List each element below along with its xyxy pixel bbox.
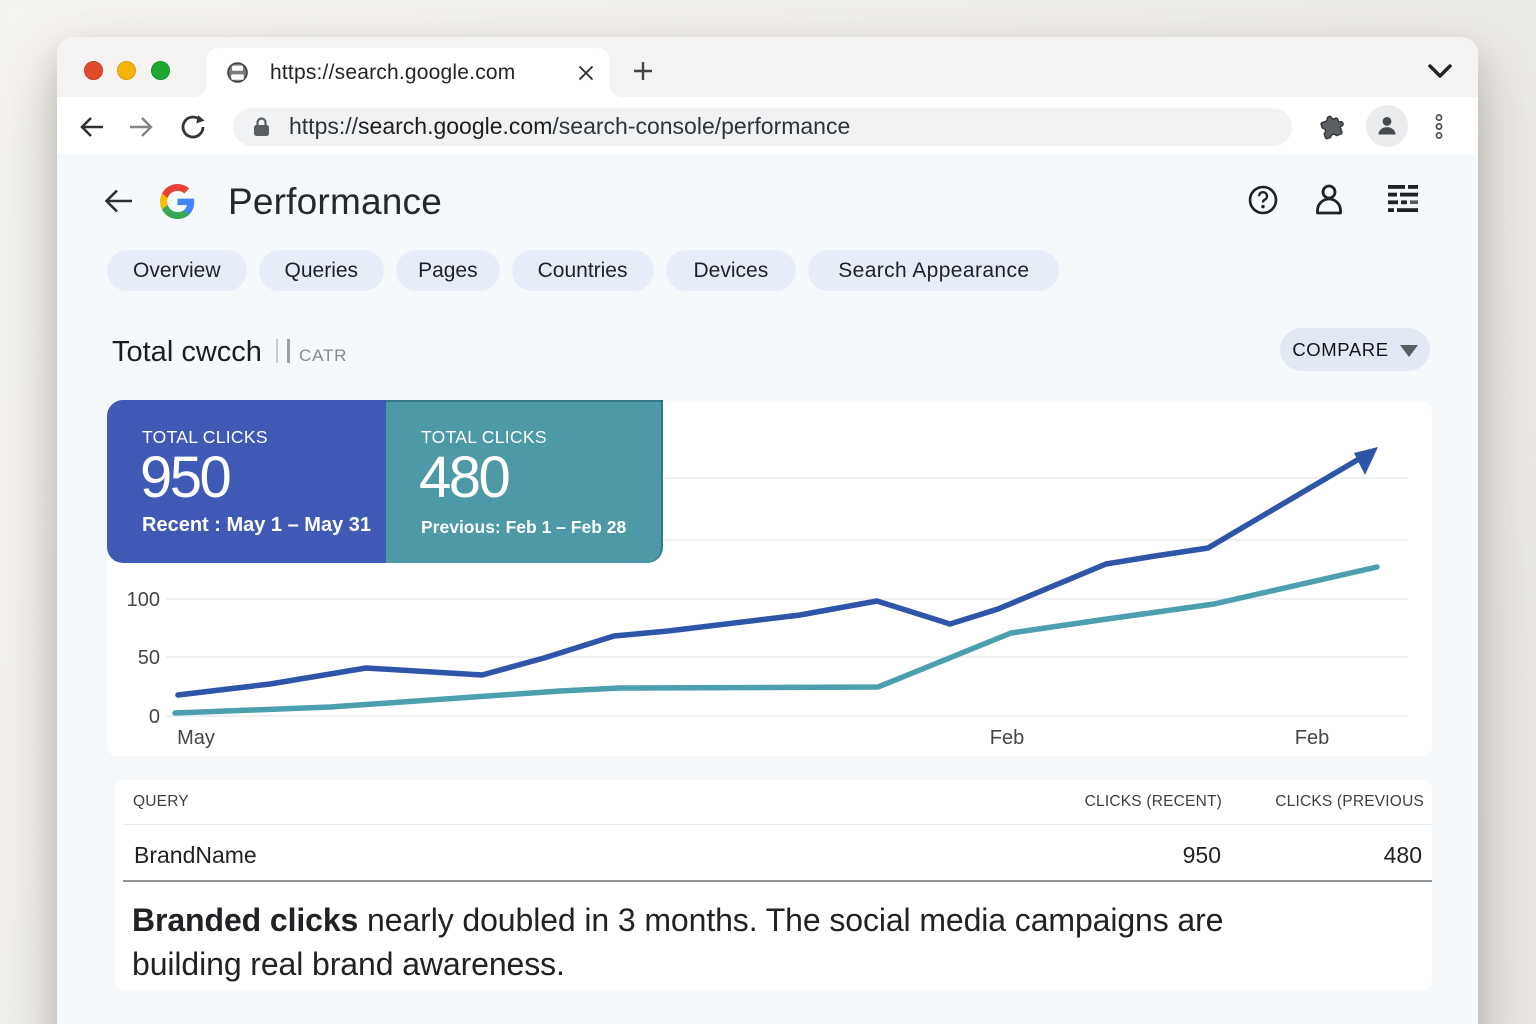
- svg-text:May: May: [177, 727, 215, 749]
- svg-text:50: 50: [138, 647, 160, 669]
- svg-text:Feb: Feb: [1295, 727, 1329, 749]
- svg-text:Feb: Feb: [990, 727, 1024, 749]
- svg-text:100: 100: [127, 589, 160, 611]
- svg-text:0: 0: [149, 706, 160, 728]
